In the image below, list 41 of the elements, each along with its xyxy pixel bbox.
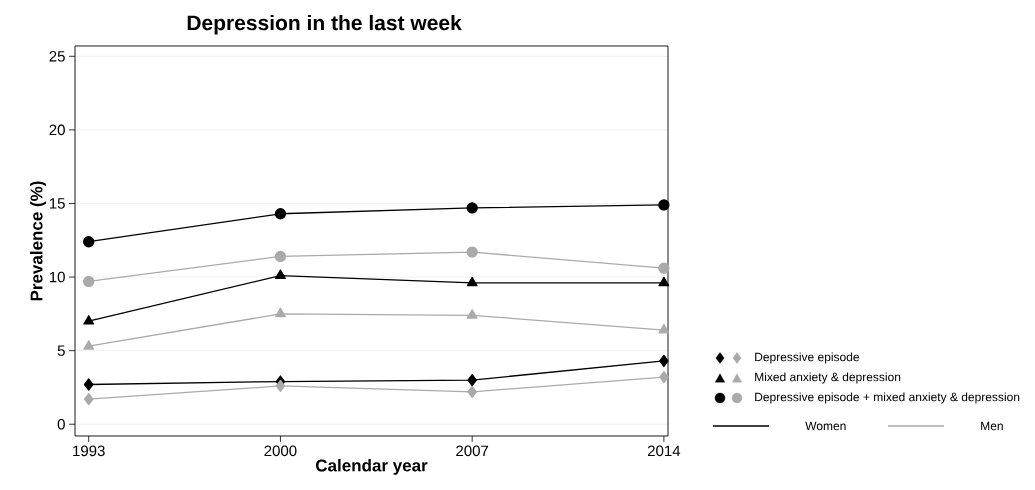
- y-tick-label: 25: [49, 50, 65, 62]
- point: [274, 250, 287, 263]
- text: Women: [805, 421, 846, 431]
- point: [466, 276, 478, 287]
- point: [658, 276, 670, 287]
- point: [659, 370, 669, 384]
- point: [83, 236, 95, 248]
- point: [83, 315, 95, 325]
- y-axis-title: Prevalence (%): [30, 181, 46, 301]
- y-tick-label: 15: [49, 198, 65, 209]
- point: [659, 354, 669, 368]
- point: [275, 307, 286, 318]
- x-tick-label: 2007: [456, 445, 489, 457]
- x-axis-title: Calendar year: [315, 459, 428, 475]
- x-tick-label: 2014: [647, 445, 681, 457]
- chart-title: Depression in the last week: [187, 14, 462, 35]
- point: [658, 199, 670, 211]
- point: [275, 379, 286, 393]
- x-tick-label: 1993: [73, 445, 105, 457]
- point: [275, 269, 286, 279]
- point: [83, 340, 95, 350]
- point: [467, 385, 477, 398]
- point: [466, 309, 478, 319]
- y-tick-label: 10: [49, 271, 65, 283]
- point: [83, 378, 94, 391]
- y-tick-label: 20: [49, 124, 65, 136]
- point: [466, 246, 478, 258]
- point: [467, 373, 477, 387]
- y-tick-label: 5: [57, 345, 65, 356]
- text: Men: [981, 421, 1003, 431]
- text: Mixed anxiety & depression: [755, 372, 901, 384]
- point: [274, 208, 287, 220]
- point: [658, 323, 670, 334]
- point: [466, 202, 478, 214]
- point: [658, 262, 670, 274]
- x-tick-label: 2000: [264, 445, 297, 457]
- point: [83, 393, 94, 406]
- y-tick-label: 0: [57, 418, 65, 430]
- text: Depressive episode: [755, 352, 860, 364]
- text: Depressive episode + mixed anxiety & depression: [755, 392, 1020, 404]
- point: [83, 275, 95, 288]
